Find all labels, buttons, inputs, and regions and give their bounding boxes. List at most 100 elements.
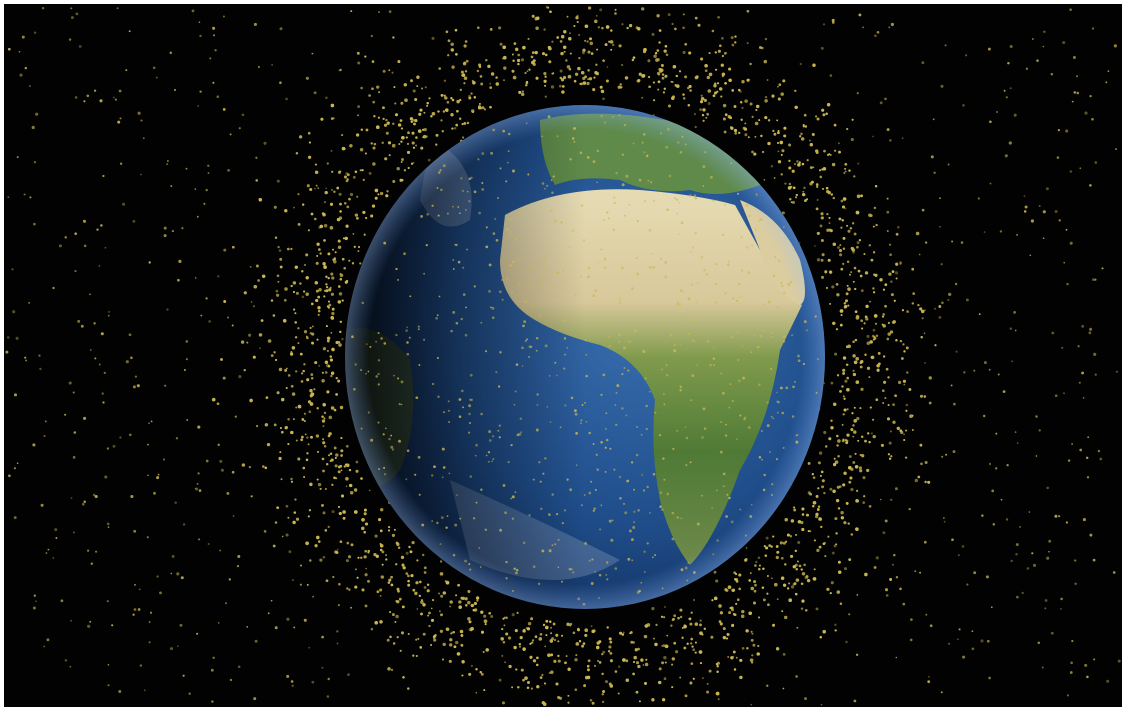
- debris: [906, 371, 909, 374]
- debris: [557, 654, 560, 658]
- debris: [321, 419, 326, 423]
- debris: [354, 510, 358, 514]
- debris: [569, 488, 573, 492]
- debris: [315, 261, 319, 265]
- debris: [424, 86, 427, 89]
- debris: [118, 89, 122, 93]
- debris: [822, 23, 826, 26]
- debris: [463, 44, 467, 48]
- debris: [339, 210, 342, 213]
- debris: [809, 143, 813, 147]
- debris: [386, 121, 390, 125]
- debris: [903, 439, 906, 441]
- debris: [485, 454, 488, 457]
- debris: [437, 395, 440, 398]
- debris: [294, 265, 298, 269]
- debris: [746, 42, 749, 45]
- debris: [456, 99, 460, 104]
- debris: [855, 489, 859, 493]
- debris: [103, 371, 106, 375]
- debris: [270, 299, 274, 302]
- debris: [439, 169, 442, 172]
- debris: [318, 540, 321, 543]
- debris: [681, 627, 684, 629]
- debris: [746, 9, 750, 13]
- debris: [1013, 113, 1017, 117]
- debris: [629, 323, 632, 326]
- debris: [341, 299, 344, 302]
- debris: [400, 161, 403, 163]
- debris: [280, 430, 284, 434]
- debris: [382, 433, 385, 436]
- debris: [222, 15, 225, 18]
- debris: [811, 472, 814, 476]
- debris: [285, 533, 289, 537]
- debris: [490, 72, 495, 76]
- debris: [903, 383, 906, 386]
- debris: [830, 193, 833, 196]
- debris: [559, 426, 562, 429]
- debris: [509, 264, 513, 268]
- debris: [589, 698, 593, 702]
- debris: [844, 567, 847, 571]
- debris: [370, 214, 374, 218]
- debris: [671, 657, 675, 661]
- debris: [421, 523, 425, 527]
- debris: [855, 357, 859, 361]
- debris: [348, 588, 351, 591]
- debris: [426, 104, 429, 107]
- debris: [314, 281, 318, 285]
- debris: [277, 280, 280, 283]
- debris: [584, 24, 589, 29]
- debris: [764, 554, 767, 557]
- debris: [293, 206, 295, 209]
- debris: [804, 697, 807, 701]
- debris: [338, 343, 342, 347]
- debris: [662, 698, 666, 702]
- debris: [805, 609, 808, 612]
- debris: [835, 328, 838, 331]
- debris: [397, 60, 401, 64]
- debris: [625, 414, 628, 417]
- debris: [353, 488, 358, 492]
- debris: [612, 228, 616, 232]
- debris: [345, 485, 348, 488]
- debris: [156, 476, 160, 480]
- debris: [1054, 514, 1058, 518]
- debris: [885, 594, 889, 597]
- debris: [341, 257, 345, 261]
- debris: [544, 75, 547, 78]
- debris: [721, 54, 725, 58]
- debris: [1078, 381, 1081, 384]
- debris: [499, 42, 503, 46]
- debris: [461, 136, 465, 139]
- debris: [166, 160, 169, 162]
- debris: [595, 14, 598, 17]
- debris: [924, 241, 928, 244]
- debris: [516, 611, 519, 614]
- debris: [431, 618, 434, 622]
- debris: [713, 596, 718, 601]
- debris: [511, 53, 514, 56]
- debris: [803, 186, 806, 190]
- debris: [307, 229, 310, 232]
- debris: [855, 527, 859, 531]
- debris: [322, 438, 325, 441]
- debris: [795, 578, 800, 582]
- debris: [423, 111, 426, 114]
- debris: [566, 15, 569, 18]
- debris: [596, 149, 600, 153]
- debris: [777, 85, 779, 88]
- debris: [1086, 675, 1089, 679]
- debris: [840, 314, 843, 317]
- debris: [258, 333, 263, 337]
- debris: [609, 640, 613, 644]
- debris: [802, 125, 805, 128]
- debris: [815, 607, 819, 611]
- debris: [690, 637, 693, 641]
- debris: [336, 186, 339, 190]
- debris: [694, 125, 697, 129]
- debris: [805, 198, 809, 201]
- debris: [651, 252, 654, 255]
- debris: [788, 182, 791, 186]
